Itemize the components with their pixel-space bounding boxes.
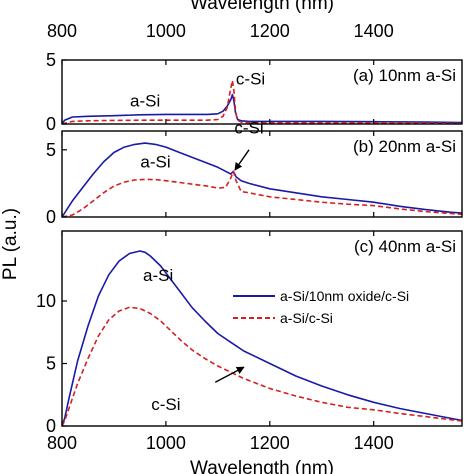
annotation-2: c-Si (151, 395, 180, 414)
y-tick-label-1: 0 (46, 207, 56, 227)
bottom-x-axis-title: Wavelength (nm) (190, 458, 334, 474)
y-tick-label-1: 5 (46, 140, 56, 160)
y-tick-label-0: 5 (46, 50, 56, 70)
legend: a-Si/10nm oxide/c-Si a-Si/c-Si (233, 288, 409, 326)
x-tick-label-top: 1000 (146, 21, 186, 41)
y-tick-label-2: 10 (36, 291, 56, 311)
y-tick-label-2: 5 (46, 354, 56, 374)
top-x-axis-title: Wavelength (nm) (190, 0, 334, 14)
x-tick-label-bottom: 1200 (250, 433, 290, 453)
x-tick-label-bottom: 800 (47, 433, 77, 453)
series-line-1-1 (62, 170, 462, 217)
panels-group: 0 5 (a) 10nm a-Si a-Si c-Si 0 5 (b) 20nm a-Si a-… (36, 21, 463, 453)
panel-frame-2 (61, 230, 463, 427)
annotation-0: a-Si (130, 92, 160, 111)
annotation-2: a-Si (143, 266, 173, 285)
series-line-0-1 (62, 79, 462, 124)
x-tick-label-top: 800 (47, 21, 77, 41)
panel-label-0: (a) 10nm a-Si (353, 66, 456, 85)
panel-label-2: (c) 40nm a-Si (354, 237, 456, 256)
panel-2: 0 5 10 (c) 40nm a-Si a-Si c-Si (36, 230, 463, 436)
panel-label-1: (b) 20nm a-Si (353, 137, 456, 156)
annotation-1: a-Si (140, 152, 170, 171)
panel-frame-0 (61, 59, 463, 125)
legend-label-direct: a-Si/c-Si (280, 310, 333, 326)
x-tick-label-top: 1200 (250, 21, 290, 41)
panel-frame-1 (61, 130, 463, 218)
x-tick-label-bottom: 1400 (354, 433, 394, 453)
x-tick-label-bottom: 1000 (146, 433, 186, 453)
panel-1: 0 5 (b) 20nm a-Si a-Si c-Si (46, 119, 463, 227)
series-line-0-0 (62, 93, 462, 124)
annotation-arrow-2 (214, 366, 245, 383)
series-line-2-1 (62, 306, 462, 426)
x-tick-label-top: 1400 (354, 21, 394, 41)
legend-label-oxide: a-Si/10nm oxide/c-Si (280, 288, 409, 304)
series-line-2-0 (62, 250, 462, 426)
annotation-arrow-1 (234, 149, 250, 171)
y-tick-label-2: 0 (46, 416, 56, 436)
annotation-0: c-Si (236, 69, 265, 88)
y-axis-title: PL (a.u.) (0, 208, 21, 280)
annotation-1: c-Si (234, 119, 263, 138)
panel-0: 0 5 (a) 10nm a-Si a-Si c-Si (46, 50, 463, 134)
series-line-1-0 (62, 142, 462, 217)
y-tick-label-0: 0 (46, 114, 56, 134)
